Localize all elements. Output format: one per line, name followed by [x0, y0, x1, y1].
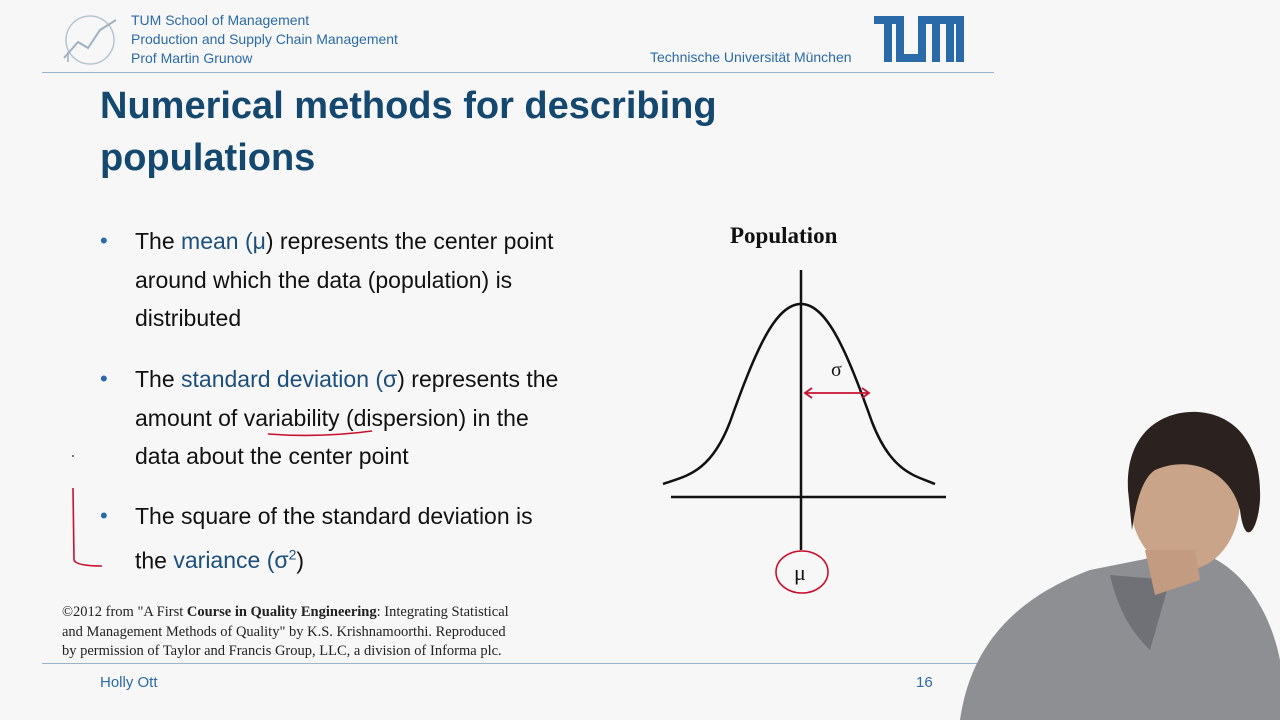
sigma-arrow — [803, 387, 871, 399]
bullet-dot: • — [100, 366, 108, 391]
copyright-credit: ©2012 from "A First Course in Quality En… — [62, 604, 509, 659]
presenter-body — [960, 550, 1280, 720]
slide-title: Numerical methods for describing populat… — [100, 85, 717, 179]
footer-divider — [42, 663, 994, 664]
mu-label: μ — [794, 560, 806, 585]
presenter-hair — [1127, 411, 1261, 533]
professor-name: Prof Martin Grunow — [131, 50, 253, 66]
variability-word: variability — [243, 404, 340, 431]
presenter-video — [960, 411, 1280, 720]
tum-logo — [874, 16, 964, 62]
mu-circle — [775, 550, 829, 594]
header-divider — [42, 72, 994, 73]
university-name: Technische Universität München — [650, 49, 852, 65]
variance-bracket — [72, 487, 103, 567]
chart-logo-icon — [63, 15, 117, 65]
chair-name: Production and Supply Chain Management — [131, 31, 398, 47]
population-figure: σ μ — [662, 270, 946, 594]
bullet-variance: The square of the standard deviation is … — [135, 503, 533, 574]
figure-title: Population — [730, 223, 838, 248]
stray-dot — [72, 455, 74, 457]
page-number: 16 — [916, 674, 933, 691]
bullet-dot: • — [100, 503, 108, 528]
bullet-std-dev: The standard deviation (σ) represents th… — [135, 366, 559, 469]
presenter-name: Holly Ott — [100, 674, 158, 691]
normal-curve — [662, 302, 936, 486]
bullet-dot: • — [100, 228, 108, 253]
school-name: TUM School of Management — [131, 12, 310, 28]
sigma-label: σ — [831, 359, 842, 381]
bullet-mean: The mean (μ) represents the center point… — [135, 228, 554, 331]
